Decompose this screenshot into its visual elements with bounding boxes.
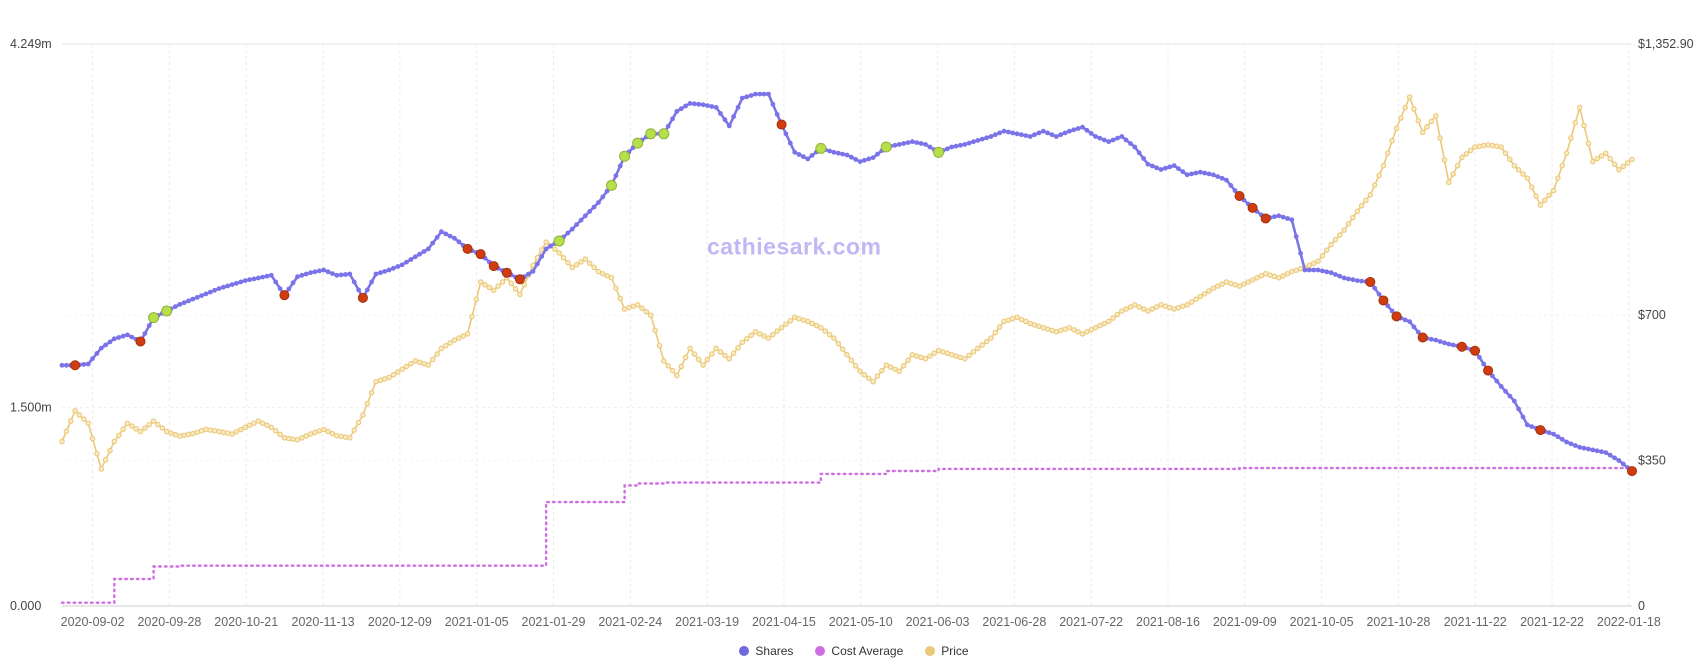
x-axis-tick-label: 2020-09-02 <box>61 615 125 629</box>
x-axis-tick-label: 2020-12-09 <box>368 615 432 629</box>
x-axis-tick-label: 2021-01-05 <box>445 615 509 629</box>
sell-marker <box>1627 466 1638 477</box>
sell-marker <box>357 292 368 303</box>
sell-marker <box>1365 276 1376 287</box>
sell-marker <box>488 261 499 272</box>
buy-marker <box>933 146 945 158</box>
right-axis-tick-label: 0 <box>1638 599 1645 613</box>
sell-marker <box>1456 341 1467 352</box>
right-axis-tick-label: $350 <box>1638 454 1666 468</box>
left-axis-tick-label: 1.500m <box>10 401 52 415</box>
legend-item-shares[interactable]: Shares <box>739 644 793 658</box>
x-axis-tick-label: 2021-08-16 <box>1136 615 1200 629</box>
sell-marker <box>1234 190 1245 201</box>
price-swatch-icon <box>925 646 936 656</box>
legend-label-price: Price <box>941 644 969 658</box>
sell-marker <box>1535 425 1546 436</box>
x-axis-tick-label: 2021-07-22 <box>1059 615 1123 629</box>
x-axis-tick-label: 2022-01-18 <box>1597 615 1661 629</box>
buy-marker <box>632 137 644 149</box>
x-axis-tick-label: 2021-06-03 <box>906 615 970 629</box>
buy-marker <box>161 305 173 317</box>
x-axis-tick-label: 2021-06-28 <box>982 615 1046 629</box>
legend-label-cost-average: Cost Average <box>831 644 904 658</box>
x-axis-tick-label: 2020-10-21 <box>214 615 278 629</box>
sell-marker <box>1483 365 1494 376</box>
sell-marker <box>1247 202 1258 213</box>
shares-line <box>62 92 1633 473</box>
buy-marker <box>645 128 657 140</box>
buy-marker <box>553 235 565 247</box>
legend-item-cost-average[interactable]: Cost Average <box>815 644 903 658</box>
sell-marker <box>462 243 473 254</box>
cost-average-swatch-icon <box>815 646 826 656</box>
x-axis-tick-label: 2020-11-13 <box>292 615 355 629</box>
chart-canvas: 2020-09-02 2020-09-28 2020-10-21 2020-11-13… <box>10 37 1694 629</box>
legend-label-shares: Shares <box>755 644 794 658</box>
buy-marker <box>815 142 827 154</box>
sell-marker <box>776 119 787 130</box>
right-axis-tick-label: $1,352.90 <box>1638 37 1694 51</box>
x-axis-tick-label: 2021-05-10 <box>829 615 893 629</box>
x-axis-tick-label: 2021-12-22 <box>1520 615 1584 629</box>
left-axis-tick-label: 0.000 <box>10 599 41 613</box>
buy-marker <box>619 150 631 162</box>
buy-marker <box>606 179 617 191</box>
x-axis-tick-label: 2021-09-09 <box>1213 615 1277 629</box>
legend: Shares Cost Average Price <box>0 634 1708 668</box>
buy-marker <box>148 312 160 324</box>
x-axis-tick-label: 2020-09-28 <box>137 615 201 629</box>
sell-marker <box>475 249 486 260</box>
right-axis-tick-label: $700 <box>1638 308 1666 322</box>
cost-average-line <box>60 466 1634 604</box>
sell-marker <box>1378 295 1389 306</box>
x-axis-tick-label: 2021-04-15 <box>752 615 816 629</box>
shares-swatch-icon <box>739 646 750 656</box>
sell-marker <box>514 274 525 285</box>
x-axis-tick-label: 2021-02-24 <box>598 615 662 629</box>
x-axis-tick-label: 2021-03-19 <box>675 615 739 629</box>
sell-marker <box>1417 332 1428 343</box>
buy-marker <box>880 141 892 153</box>
x-axis-tick-label: 2021-10-28 <box>1366 615 1430 629</box>
sell-marker <box>1470 345 1481 356</box>
legend-item-price[interactable]: Price <box>925 644 969 658</box>
buy-marker <box>658 128 670 140</box>
x-axis-tick-label: 2021-11-22 <box>1444 615 1507 629</box>
sell-marker <box>135 336 146 347</box>
sell-marker <box>1391 311 1402 322</box>
sell-marker <box>70 360 81 371</box>
x-axis-tick-label: 2021-10-05 <box>1290 615 1354 629</box>
sell-marker <box>279 290 290 301</box>
shares-price-chart: 2020-09-02 2020-09-28 2020-10-21 2020-11-13… <box>10 37 1694 629</box>
left-axis-tick-label: 4.249m <box>10 37 52 51</box>
x-axis-tick-label: 2021-01-29 <box>522 615 586 629</box>
sell-marker <box>501 267 512 278</box>
sell-marker <box>1260 213 1271 224</box>
